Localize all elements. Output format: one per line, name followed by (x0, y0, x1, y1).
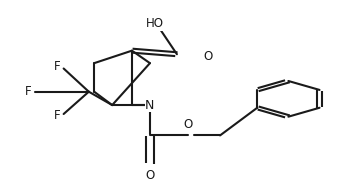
Text: O: O (145, 169, 155, 182)
Text: HO: HO (146, 17, 164, 30)
Text: O: O (183, 118, 192, 131)
Text: O: O (204, 50, 213, 63)
Text: F: F (53, 60, 60, 73)
Text: F: F (53, 109, 60, 122)
Text: N: N (145, 99, 155, 112)
Text: F: F (25, 85, 31, 98)
